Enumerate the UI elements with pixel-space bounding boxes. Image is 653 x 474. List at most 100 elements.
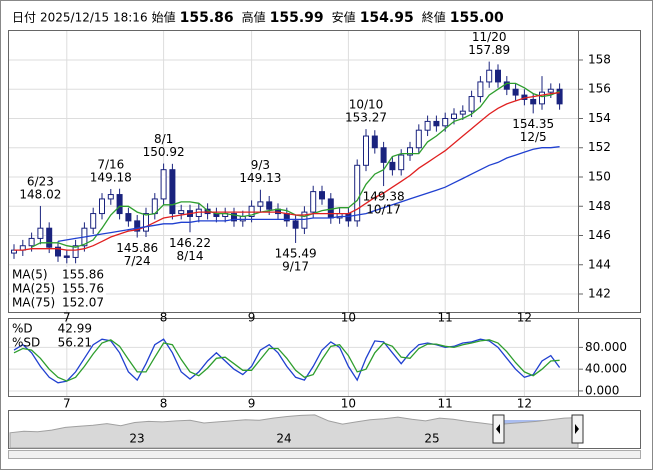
legend-label: MA(5) xyxy=(12,268,48,282)
x-tick-label: 9 xyxy=(248,311,256,325)
candle-body xyxy=(398,154,405,171)
candle-body xyxy=(310,191,317,213)
candle-body xyxy=(556,88,563,105)
annotation-date: 9/17 xyxy=(282,259,309,273)
annotation-date: 9/3 xyxy=(251,158,270,172)
stoch-panel xyxy=(8,318,641,397)
annotation-date: 8/1 xyxy=(154,132,173,146)
header-label: 終値 xyxy=(422,10,446,25)
y-tick-label: 158 xyxy=(588,52,611,66)
annotation-date: 7/24 xyxy=(124,254,151,268)
candle-body xyxy=(72,245,79,258)
y-tick-label: 0.000 xyxy=(585,383,619,397)
candle-body xyxy=(451,113,457,119)
navigator-label: 23 xyxy=(129,432,144,446)
candle-body xyxy=(28,237,35,247)
legend-value: 152.07 xyxy=(62,296,104,310)
legend-value: 155.86 xyxy=(62,268,104,282)
candle-body xyxy=(380,147,387,163)
annotation-date: 7/16 xyxy=(97,157,124,171)
annotation-value: 148.02 xyxy=(19,187,61,201)
candle-body xyxy=(539,91,545,105)
scrollbar[interactable] xyxy=(8,450,641,459)
header-datetime: 2025/12/15 18:16 xyxy=(40,11,148,25)
annotation-value: 150.92 xyxy=(143,145,185,159)
candle-body xyxy=(178,210,185,215)
legend-value: 42.99 xyxy=(58,322,92,336)
header-value: 155.00 xyxy=(450,10,504,26)
header-value: 155.86 xyxy=(180,10,234,26)
annotation-value: 149.38 xyxy=(363,190,405,204)
y-tick-label: 156 xyxy=(588,82,611,96)
candle-body xyxy=(266,201,273,210)
candle-body xyxy=(415,129,422,149)
legend-label: %SD xyxy=(12,336,40,350)
candle-body xyxy=(363,135,369,166)
candle-body xyxy=(468,96,475,112)
annotation-value: 154.35 xyxy=(512,117,554,131)
candle-body xyxy=(99,198,105,215)
x-tick-label: 8 xyxy=(160,311,168,325)
legend-value: 56.21 xyxy=(58,336,92,350)
series-line xyxy=(13,339,560,382)
candle-body xyxy=(90,213,97,229)
annotation-date: 10/17 xyxy=(366,203,401,217)
annotation-date: 11/20 xyxy=(472,30,507,44)
candle-body xyxy=(486,69,493,83)
candle-body xyxy=(134,220,141,232)
annotation-date: 10/10 xyxy=(349,98,384,112)
candle-body xyxy=(442,117,449,127)
annotation-value: 149.13 xyxy=(239,171,281,185)
candle-body xyxy=(433,120,440,127)
header-value: 155.99 xyxy=(270,10,324,26)
candle-body xyxy=(354,164,361,222)
x-tick-label: 7 xyxy=(63,397,71,411)
plot: 142 144 146 148 150 152 154 156 158 0.000 40.000 80… xyxy=(9,30,627,449)
candle-body xyxy=(301,211,308,229)
candle-body xyxy=(107,194,114,200)
handle-arrow xyxy=(496,424,500,434)
candle-body xyxy=(125,213,132,222)
main-panel xyxy=(8,30,641,313)
candle-body xyxy=(55,246,61,257)
x-tick-label: 12 xyxy=(517,397,532,411)
candle-body xyxy=(512,88,519,96)
y-tick-label: 146 xyxy=(588,228,611,242)
y-tick-label: 150 xyxy=(588,169,611,183)
candle-body xyxy=(37,227,44,239)
candle-body xyxy=(495,69,501,83)
y-tick-label: 40.000 xyxy=(585,362,627,376)
candle-body xyxy=(169,169,176,215)
annotation-date: 6/23 xyxy=(27,174,54,188)
candle-body xyxy=(160,169,167,200)
candle-body xyxy=(424,120,431,131)
header-label: 日付 xyxy=(12,11,36,25)
x-tick-label: 10 xyxy=(341,311,356,325)
candle-body xyxy=(547,88,554,93)
navigator-label: 24 xyxy=(276,432,291,446)
candle-body xyxy=(46,227,53,248)
header-label: 安値 xyxy=(332,10,356,25)
x-tick-label: 7 xyxy=(63,311,71,325)
y-tick-label: 144 xyxy=(588,257,611,271)
candle-body xyxy=(248,205,255,217)
x-tick-label: 10 xyxy=(341,397,356,411)
annotation-value: 149.18 xyxy=(90,170,132,184)
candle-body xyxy=(407,147,413,156)
x-tick-label: 8 xyxy=(160,397,168,411)
candle-body xyxy=(257,201,264,207)
candle-body xyxy=(143,213,149,232)
header: 日付 2025/12/15 18:16 始値 155.86 高値 155.99 安値 154.… xyxy=(12,10,504,27)
candle-body xyxy=(319,191,325,200)
annotation-date: 8/14 xyxy=(177,249,204,263)
annotation-date: 12/5 xyxy=(520,130,547,144)
candle-body xyxy=(116,194,123,215)
legend-label: MA(25) xyxy=(12,282,55,296)
x-tick-label: 11 xyxy=(438,397,453,411)
legend-value: 155.76 xyxy=(62,282,104,296)
y-tick-label: 80.000 xyxy=(585,340,627,354)
header-value: 154.95 xyxy=(360,10,414,26)
y-tick-label: 154 xyxy=(588,111,611,125)
candle-body xyxy=(231,213,237,222)
legend-label: MA(75) xyxy=(12,296,55,310)
